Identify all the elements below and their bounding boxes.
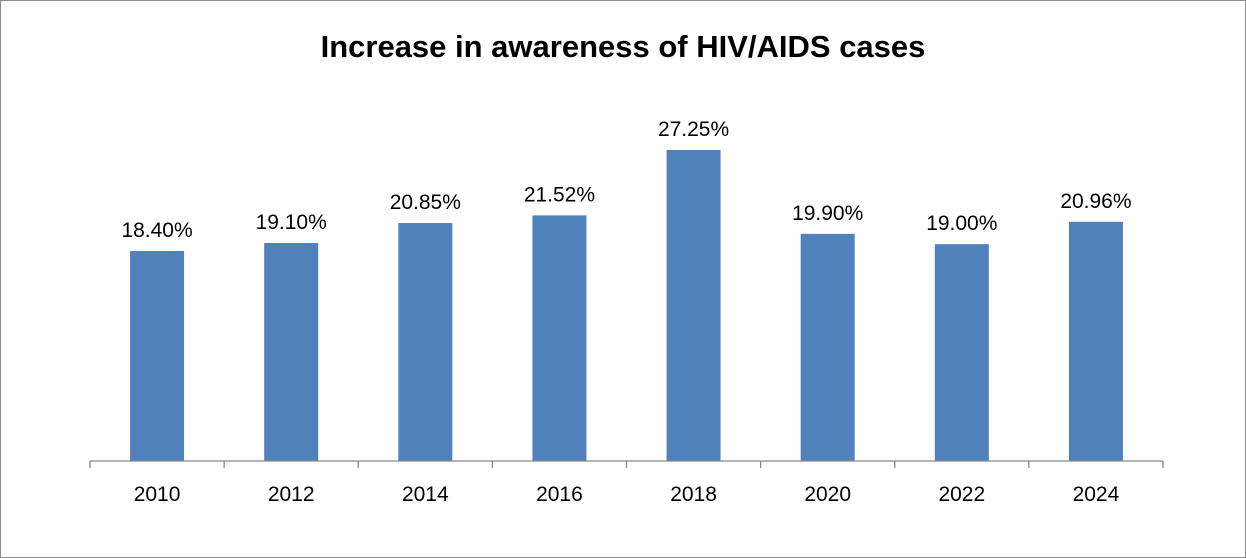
bars-layer (130, 150, 1123, 461)
chart-title: Increase in awareness of HIV/AIDS cases (320, 29, 926, 64)
data-label-2010: 18.40% (121, 219, 192, 242)
bar-2024 (1068, 221, 1123, 461)
bar-2022 (934, 244, 989, 461)
x-tick-label-2022: 2022 (938, 483, 985, 506)
x-tick-label-2014: 2014 (402, 483, 449, 506)
data-labels-layer: 18.40% 19.10% 20.85% 21.52% 27.25% 19.90% 19.0… (121, 118, 1131, 242)
bar-2020 (800, 233, 855, 461)
x-tick-label-2018: 2018 (670, 483, 717, 506)
data-label-2024: 20.96% (1060, 190, 1131, 213)
x-tick-label-2012: 2012 (268, 483, 315, 506)
data-label-2014: 20.85% (390, 191, 461, 214)
bar-2012 (264, 243, 319, 461)
x-tick-label-2016: 2016 (536, 483, 583, 506)
bar-2010 (130, 251, 185, 461)
x-tick-label-2020: 2020 (804, 483, 851, 506)
data-label-2020: 19.90% (792, 202, 863, 225)
x-tick-label-2010: 2010 (134, 483, 181, 506)
data-label-2018: 27.25% (658, 118, 729, 141)
data-label-2012: 19.10% (256, 211, 327, 234)
bar-2016 (532, 215, 587, 461)
x-axis: 2010 2012 2014 2016 2018 2020 2022 2024 (89, 460, 1164, 506)
data-label-2016: 21.52% (524, 183, 595, 206)
data-label-2022: 19.00% (926, 212, 997, 235)
x-tick-label-2024: 2024 (1073, 483, 1120, 506)
bar-2014 (398, 223, 453, 461)
bar-2018 (666, 150, 721, 461)
